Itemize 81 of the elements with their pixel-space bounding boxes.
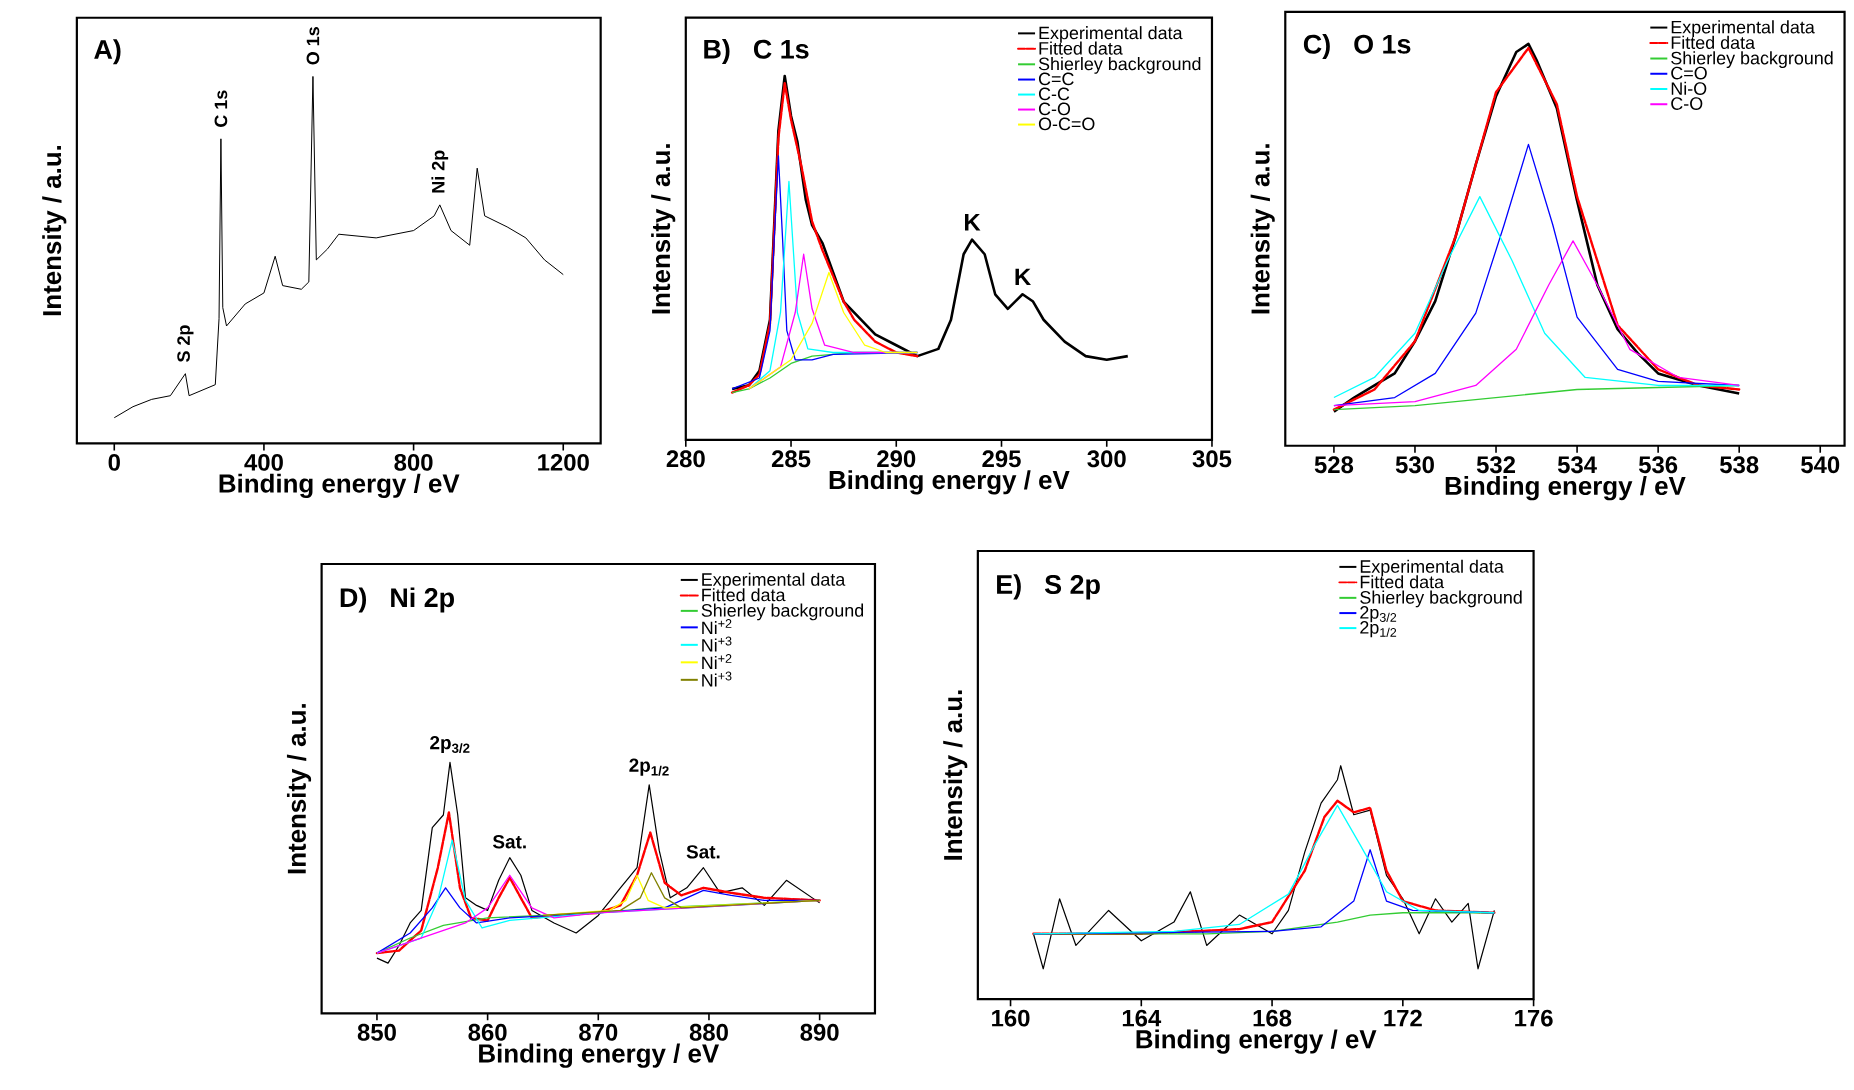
legend-label: O-C=O bbox=[1038, 117, 1095, 131]
x-axis-title: Binding energy / eV bbox=[829, 470, 1070, 495]
x-tick-label: 400 bbox=[244, 453, 283, 471]
x-tick-label: 290 bbox=[877, 450, 916, 468]
x-tick-label: 538 bbox=[1719, 456, 1759, 474]
x-tick-label: 860 bbox=[468, 1023, 507, 1041]
annotation: Sat. bbox=[492, 835, 526, 849]
annotation: O 1s bbox=[306, 27, 320, 65]
x-tick-label: 532 bbox=[1476, 456, 1516, 474]
x-tick-label: 285 bbox=[771, 450, 811, 468]
x-tick-label: 800 bbox=[394, 453, 433, 471]
annotation: K bbox=[965, 214, 981, 231]
annotation: K bbox=[1015, 268, 1031, 286]
x-tick-label: 870 bbox=[579, 1023, 618, 1041]
annotation: Sat. bbox=[686, 845, 720, 859]
x-axis-title: Binding energy / eV bbox=[219, 473, 460, 498]
y-axis-title: Intensity / a.u. bbox=[943, 690, 968, 860]
x-axis-title: Binding energy / eV bbox=[1445, 476, 1686, 501]
x-tick-label: 850 bbox=[357, 1023, 396, 1041]
x-tick-label: 295 bbox=[982, 450, 1021, 468]
x-tick-label: 160 bbox=[992, 1009, 1030, 1027]
x-tick-label: 176 bbox=[1515, 1009, 1553, 1027]
legend-label: Shierley background bbox=[1671, 51, 1833, 68]
x-tick-label: 300 bbox=[1087, 450, 1126, 468]
x-tick-label: 0 bbox=[108, 453, 120, 471]
y-axis-title: Intensity / a.u. bbox=[651, 144, 676, 314]
legend-label: Ni$^{+2}$ bbox=[702, 619, 732, 635]
x-tick-label: 305 bbox=[1192, 450, 1232, 468]
x-tick-label: 280 bbox=[666, 450, 705, 468]
legend-label: Shierley background bbox=[701, 603, 864, 621]
annotation: 2p$_{3/2}$ bbox=[430, 735, 470, 754]
chart-title: E) bbox=[997, 574, 1021, 600]
legend-label: Shierley background bbox=[1038, 57, 1201, 74]
legend-label: C-O bbox=[1038, 102, 1071, 116]
x-axis-title: Binding energy / eV bbox=[479, 1043, 720, 1068]
legend-label: Shierley background bbox=[1360, 590, 1522, 608]
chart-title: A) bbox=[94, 39, 121, 65]
y-axis-title: Intensity / a.u. bbox=[286, 704, 312, 874]
x-tick-label: 880 bbox=[689, 1023, 728, 1041]
legend-label: Experimental data bbox=[1360, 559, 1504, 577]
annotation: 2p$_{1/2}$ bbox=[629, 758, 669, 776]
x-tick-label: 168 bbox=[1253, 1009, 1292, 1027]
x-tick-label: 1200 bbox=[538, 453, 589, 471]
legend-label: C=C bbox=[1038, 72, 1074, 86]
chart-subtitle: C 1s bbox=[753, 39, 809, 59]
legend-label: 2p$_{3/2}$ bbox=[1360, 606, 1397, 623]
legend-label: Experimental data bbox=[1671, 20, 1815, 38]
legend-label: Fitted data bbox=[702, 588, 786, 602]
x-tick-label: 890 bbox=[800, 1023, 839, 1041]
x-tick-label: 536 bbox=[1638, 456, 1678, 474]
chart-title: B) bbox=[704, 38, 730, 65]
legend-label: C-O bbox=[1671, 97, 1703, 110]
legend-label: Ni$^{+3}$ bbox=[702, 671, 732, 687]
x-tick-label: 540 bbox=[1801, 456, 1840, 474]
chart-subtitle: O 1s bbox=[1354, 34, 1411, 54]
legend-label: Experimental data bbox=[702, 572, 846, 590]
legend-label: Ni$^{+2}$ bbox=[702, 654, 732, 670]
legend-label: C=O bbox=[1671, 66, 1707, 80]
legend-label: Fitted data bbox=[1039, 41, 1123, 55]
x-tick-label: 172 bbox=[1384, 1009, 1422, 1027]
legend-label: 2p$_{1/2}$ bbox=[1360, 621, 1397, 638]
legend-label: Fitted data bbox=[1360, 575, 1445, 589]
legend-label: Experimental data bbox=[1039, 26, 1183, 43]
chart-title: C) bbox=[1303, 33, 1330, 60]
chart-subtitle: Ni 2p bbox=[391, 587, 454, 613]
legend-label: Ni$^{+3}$ bbox=[702, 636, 732, 652]
annotation: S 2p bbox=[177, 325, 194, 362]
annotation: Ni 2p bbox=[431, 150, 449, 193]
x-tick-label: 528 bbox=[1314, 456, 1354, 474]
legend-label: Ni-O bbox=[1671, 81, 1707, 95]
x-axis-title: Binding energy / eV bbox=[1136, 1029, 1377, 1054]
annotation: C 1s bbox=[214, 90, 228, 127]
chart-subtitle: S 2p bbox=[1044, 575, 1100, 600]
legend-label: Fitted data bbox=[1671, 35, 1756, 49]
x-tick-label: 534 bbox=[1557, 456, 1597, 474]
y-axis-title: Intensity / a.u. bbox=[1250, 144, 1275, 314]
x-tick-label: 164 bbox=[1122, 1009, 1162, 1027]
x-tick-label: 530 bbox=[1395, 456, 1434, 474]
chart-title: D) bbox=[340, 587, 367, 613]
y-axis-title: Intensity / a.u. bbox=[42, 145, 67, 316]
legend-label: C-C bbox=[1038, 87, 1070, 101]
